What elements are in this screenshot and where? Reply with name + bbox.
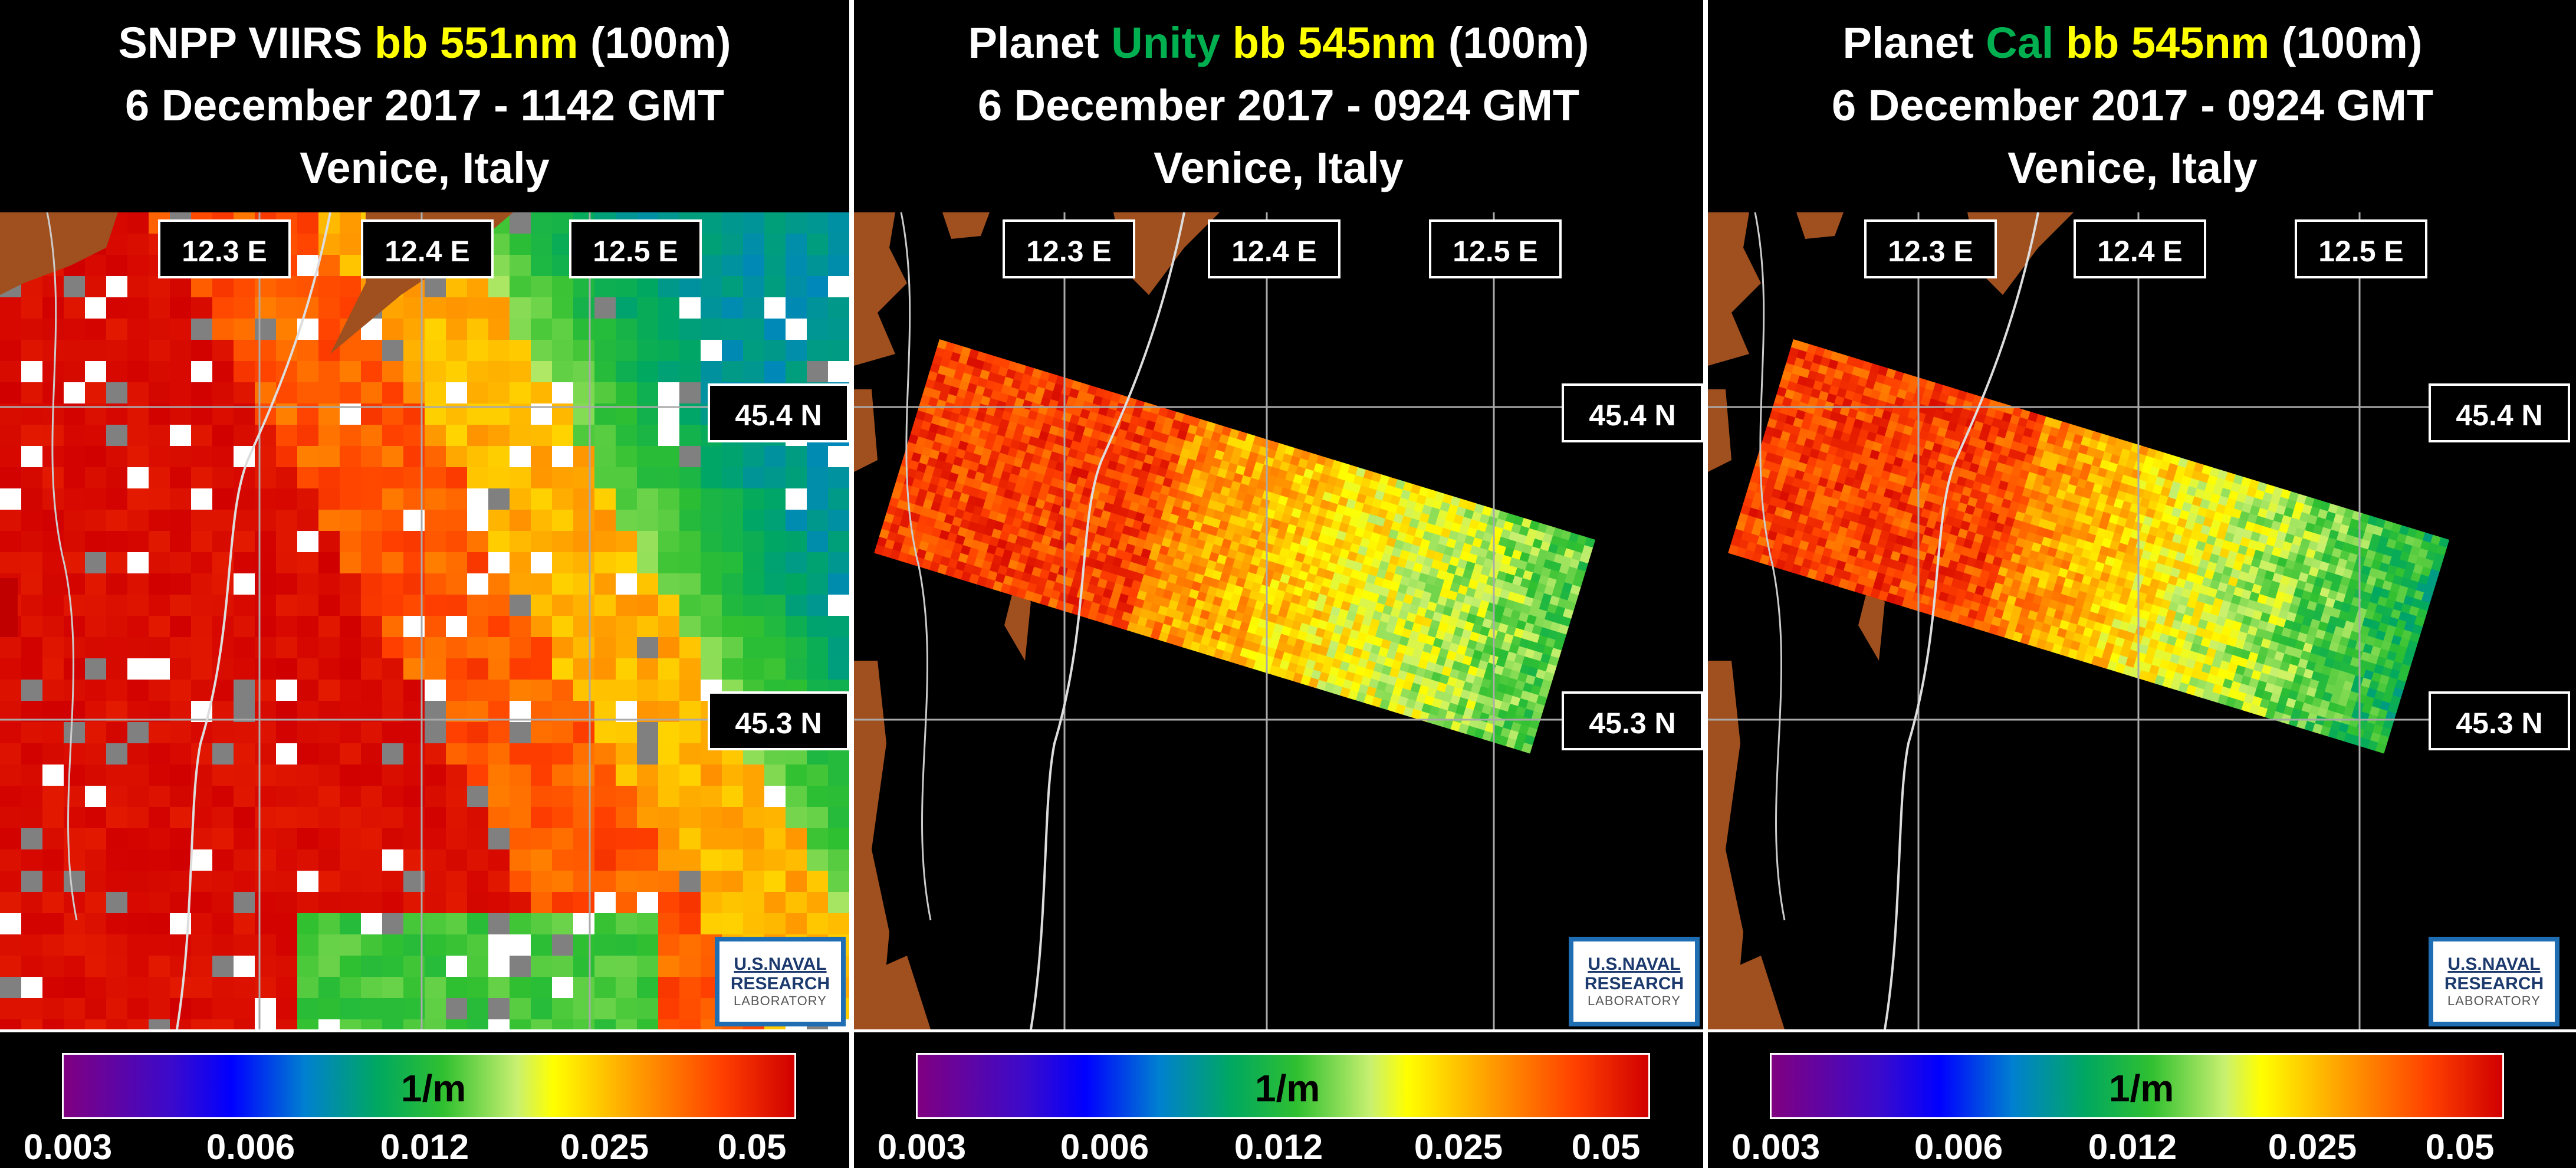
colorbar-tick: 0.05 — [1571, 1127, 1641, 1167]
logo-line2: RESEARCH — [730, 974, 830, 993]
panel-planet-unity: Planet Unity bb 545nm (100m) 6 December … — [854, 0, 1703, 1168]
map-image — [0, 212, 849, 1029]
colorbar: 1/m 0.003 0.006 0.012 0.025 0.05 — [1708, 1029, 2576, 1168]
map-image — [854, 212, 1703, 1029]
map-planet-cal: 12.3 E 12.4 E 12.5 E 45.4 N 45.3 N U.S.N… — [1708, 212, 2570, 1029]
logo-line3: LABORATORY — [1588, 993, 1681, 1008]
colorbar-tick: 0.012 — [380, 1127, 469, 1167]
panel-title: Planet Cal bb 545nm (100m) 6 December 20… — [1708, 0, 2557, 212]
colorbar-unit: 1/m — [1255, 1067, 1320, 1110]
colorbar-tick: 0.05 — [717, 1127, 787, 1167]
nrl-logo: U.S.NAVAL RESEARCH LABORATORY — [1569, 937, 1700, 1026]
colorbar-tick: 0.012 — [1234, 1127, 1323, 1167]
lat-label: 45.3 N — [1562, 691, 1703, 750]
title-date: 6 December 2017 - 0924 GMT — [1831, 81, 2434, 130]
colorbar-tick: 0.006 — [1060, 1127, 1149, 1167]
title-resolution: (100m) — [578, 18, 731, 67]
lon-label: 12.4 E — [2074, 219, 2206, 278]
title-variant: Cal — [1986, 18, 2054, 67]
colorbar: 1/m 0.003 0.006 0.012 0.025 0.05 — [854, 1029, 1703, 1168]
title-sensor: Planet — [968, 18, 1112, 67]
colorbar-gradient — [1770, 1053, 2504, 1119]
title-location: Venice, Italy — [2007, 143, 2258, 192]
map-planet-unity: 12.3 E 12.4 E 12.5 E 45.4 N 45.3 N U.S.N… — [854, 212, 1703, 1029]
colorbar: 1/m 0.003 0.006 0.012 0.025 0.05 — [0, 1029, 849, 1168]
colorbar-tick: 0.003 — [23, 1127, 113, 1167]
colorbar-tick: 0.025 — [1414, 1127, 1503, 1167]
nrl-logo: U.S.NAVAL RESEARCH LABORATORY — [715, 937, 846, 1026]
title-variant: Unity — [1111, 18, 1221, 67]
lat-label: 45.4 N — [1562, 383, 1703, 442]
nrl-logo: U.S.NAVAL RESEARCH LABORATORY — [2429, 937, 2559, 1026]
colorbar-tick: 0.003 — [1731, 1127, 1821, 1167]
colorbar-unit: 1/m — [2109, 1067, 2174, 1110]
title-band: bb 545nm — [1220, 18, 1437, 67]
title-band: bb 551nm — [374, 18, 579, 67]
panel-divider — [1703, 0, 1708, 1168]
panel-title: Planet Unity bb 545nm (100m) 6 December … — [854, 0, 1703, 212]
logo-line1: U.S.NAVAL — [2447, 954, 2541, 974]
lat-label: 45.4 N — [708, 383, 849, 442]
colorbar-gradient — [916, 1053, 1650, 1119]
colorbar-tick: 0.025 — [560, 1127, 649, 1167]
colorbar-tick: 0.003 — [877, 1127, 967, 1167]
map-image — [1708, 212, 2557, 1029]
logo-line3: LABORATORY — [2447, 993, 2541, 1008]
colorbar-tick: 0.006 — [206, 1127, 295, 1167]
colorbar-tick: 0.05 — [2425, 1127, 2495, 1167]
logo-line1: U.S.NAVAL — [1588, 954, 1681, 974]
colorbar-tick: 0.025 — [2268, 1127, 2357, 1167]
lon-label: 12.3 E — [158, 219, 291, 278]
panel-viirs: SNPP VIIRS bb 551nm (100m) 6 December 20… — [0, 0, 849, 1168]
lon-label: 12.5 E — [2295, 219, 2427, 278]
title-resolution: (100m) — [2269, 18, 2423, 67]
title-resolution: (100m) — [1436, 18, 1589, 67]
colorbar-tick: 0.012 — [2088, 1127, 2177, 1167]
panel-title: SNPP VIIRS bb 551nm (100m) 6 December 20… — [0, 0, 849, 212]
title-location: Venice, Italy — [1154, 143, 1404, 192]
logo-line2: RESEARCH — [1584, 974, 1684, 993]
lat-label: 45.3 N — [2429, 691, 2570, 750]
title-sensor: Planet — [1842, 18, 1986, 67]
title-date: 6 December 2017 - 1142 GMT — [124, 81, 725, 130]
colorbar-tick: 0.006 — [1914, 1127, 2003, 1167]
lon-label: 12.4 E — [1208, 219, 1340, 278]
title-location: Venice, Italy — [300, 143, 550, 192]
panel-divider — [849, 0, 854, 1168]
title-sensor: SNPP VIIRS — [118, 18, 375, 67]
lon-label: 12.5 E — [569, 219, 702, 278]
map-viirs: 12.3 E 12.4 E 12.5 E 45.4 N 45.3 N U.S.N… — [0, 212, 849, 1029]
title-band: bb 545nm — [2053, 18, 2270, 67]
lon-label: 12.4 E — [361, 219, 494, 278]
logo-line1: U.S.NAVAL — [734, 954, 827, 974]
lon-label: 12.3 E — [1864, 219, 1997, 278]
colorbar-gradient — [62, 1053, 796, 1119]
title-date: 6 December 2017 - 0924 GMT — [977, 81, 1580, 130]
colorbar-unit: 1/m — [401, 1067, 466, 1110]
logo-line3: LABORATORY — [734, 993, 827, 1008]
lon-label: 12.3 E — [1003, 219, 1135, 278]
lon-label: 12.5 E — [1429, 219, 1562, 278]
logo-line2: RESEARCH — [2444, 974, 2544, 993]
lat-label: 45.4 N — [2429, 383, 2570, 442]
panel-planet-cal: Planet Cal bb 545nm (100m) 6 December 20… — [1708, 0, 2576, 1168]
lat-label: 45.3 N — [708, 691, 849, 750]
